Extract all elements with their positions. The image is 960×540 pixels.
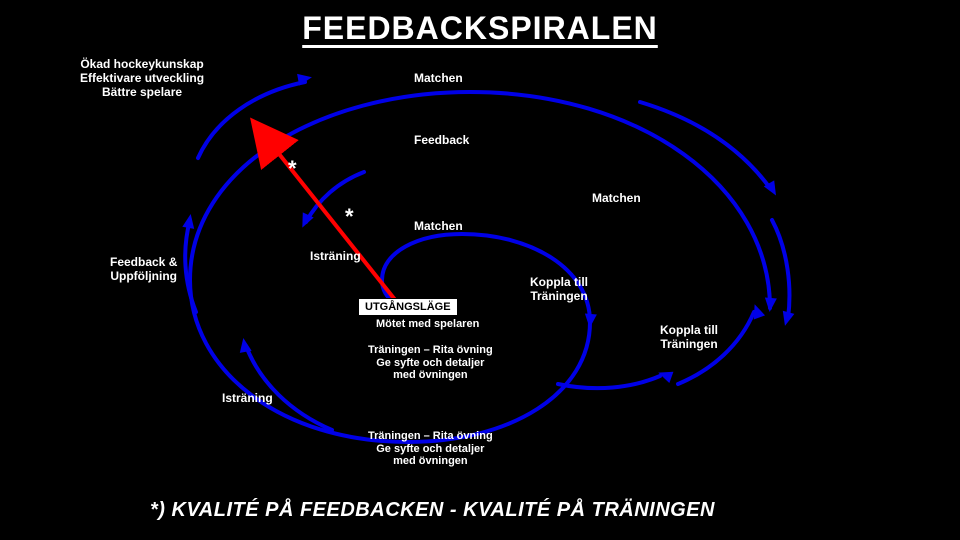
- label-matchen-1: Matchen: [414, 72, 463, 86]
- diagram-stage: FEEDBACKSPIRALEN Ökad hockeykunskap Effe…: [0, 0, 960, 540]
- label-traning-1: Träningen – Rita övning Ge syfte och det…: [368, 344, 493, 382]
- label-koppla-1: Koppla till Träningen: [530, 276, 588, 304]
- label-istraning-2: Isträning: [222, 392, 273, 406]
- label-matchen-2: Matchen: [592, 192, 641, 206]
- label-traning-2: Träningen – Rita övning Ge syfte och det…: [368, 430, 493, 468]
- label-koppla-2: Koppla till Träningen: [660, 324, 718, 352]
- utgangslage-box: UTGÅNGSLÄGE: [358, 298, 458, 316]
- label-istraning-1: Isträning: [310, 250, 361, 264]
- footer-note: *) KVALITÉ PÅ FEEDBACKEN - KVALITÉ PÅ TR…: [150, 499, 715, 522]
- label-feedback-uppfoljning: Feedback & Uppföljning: [110, 256, 177, 284]
- label-feedback: Feedback: [414, 134, 469, 148]
- asterisk-2: *: [345, 204, 354, 229]
- diagram-title: FEEDBACKSPIRALEN: [302, 10, 658, 47]
- asterisk-1: *: [288, 156, 297, 181]
- label-matchen-3: Matchen: [414, 220, 463, 234]
- label-motet: Mötet med spelaren: [376, 318, 479, 331]
- label-topleft: Ökad hockeykunskap Effektivare utvecklin…: [80, 58, 204, 99]
